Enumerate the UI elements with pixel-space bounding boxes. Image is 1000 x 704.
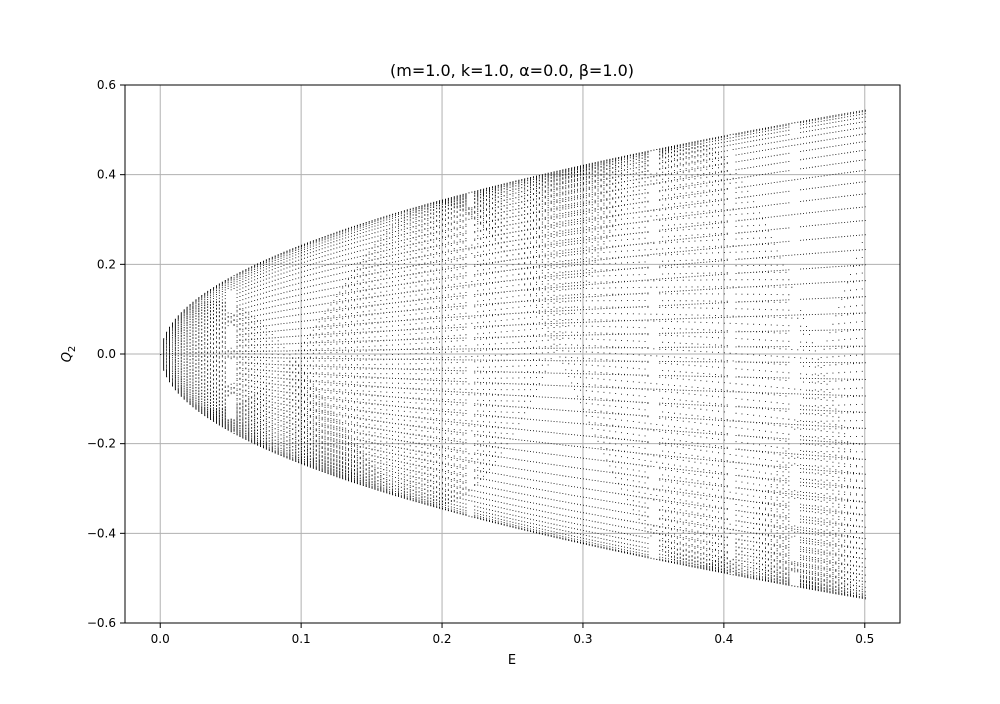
y-tick-label: 0.0 <box>97 347 116 361</box>
y-tick-label: 0.6 <box>97 78 116 92</box>
x-tick-label: 0.4 <box>714 632 733 646</box>
y-axis-label: Q2 <box>60 346 78 363</box>
scatter-points <box>160 109 866 600</box>
y-tick-label: −0.2 <box>87 437 116 451</box>
x-tick-label: 0.0 <box>151 632 170 646</box>
x-axis-label: E <box>508 653 516 668</box>
y-axis: −0.6 −0.4 −0.2 0.0 0.2 0.4 0.6 <box>87 78 125 630</box>
x-axis: 0.0 0.1 0.2 0.3 0.4 0.5 <box>151 623 874 646</box>
y-tick-label: 0.4 <box>97 168 116 182</box>
y-tick-label: −0.6 <box>87 616 116 630</box>
x-tick-label: 0.3 <box>573 632 592 646</box>
y-tick-label: 0.2 <box>97 257 116 271</box>
x-tick-label: 0.2 <box>432 632 451 646</box>
y-axis-label-group: Q2 <box>60 346 78 363</box>
scatter-series <box>160 109 866 600</box>
chart-title: (m=1.0, k=1.0, α=0.0, β=1.0) <box>390 61 634 80</box>
x-tick-label: 0.5 <box>855 632 874 646</box>
y-tick-label: −0.4 <box>87 526 116 540</box>
x-tick-label: 0.1 <box>292 632 311 646</box>
